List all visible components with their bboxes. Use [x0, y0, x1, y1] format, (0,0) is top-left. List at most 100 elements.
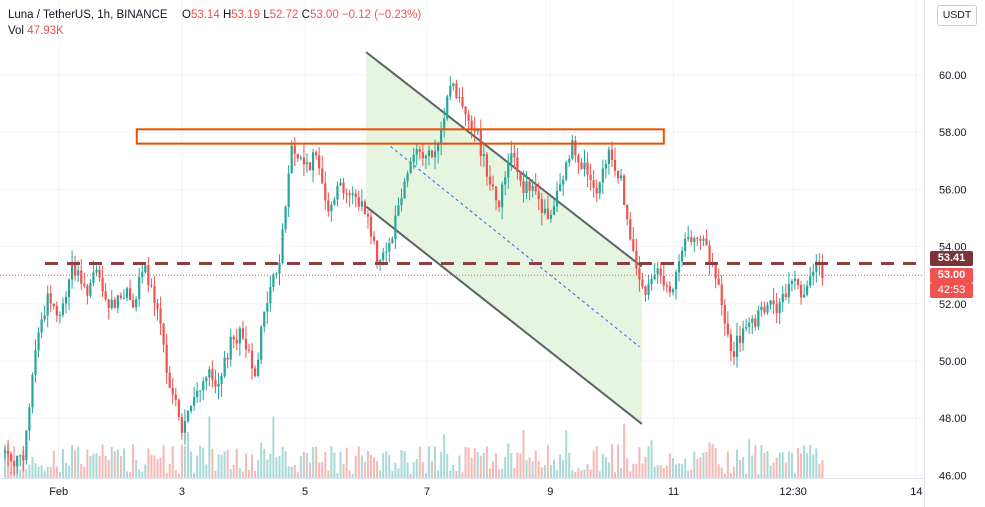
candle-body [49, 293, 52, 304]
candle-body [516, 157, 519, 172]
volume-bar [299, 456, 302, 478]
volume-bar [717, 464, 720, 478]
volume-bar [217, 454, 220, 478]
candle-body [632, 239, 635, 251]
candle-body [586, 162, 589, 175]
volume-bar [482, 452, 485, 478]
volume-bar [25, 469, 28, 478]
volume-bar [556, 469, 559, 478]
volume-bar [610, 444, 613, 478]
candle-body [128, 288, 132, 300]
volume-bar [427, 446, 430, 478]
candle-body [171, 387, 174, 395]
volume-bar [144, 464, 147, 478]
candle-body [720, 284, 723, 306]
candle-body [67, 279, 71, 298]
volume-bar [678, 463, 681, 478]
candle-body [534, 185, 537, 192]
volume-bar [736, 449, 738, 478]
y-tick-label: 58.00 [939, 127, 967, 139]
candle-body [22, 455, 25, 461]
candle-body [287, 173, 290, 207]
volume-bar [122, 448, 125, 478]
volume-bar [232, 465, 235, 478]
candle-body [220, 376, 223, 384]
candle-body [250, 350, 254, 369]
volume-bar [357, 446, 360, 478]
volume-bar [687, 470, 690, 478]
volume-bar [492, 461, 494, 478]
volume-bar [754, 444, 757, 478]
candle-body [799, 284, 803, 298]
volume-bar [449, 470, 452, 478]
volume-bar [321, 461, 324, 478]
volume-bar [467, 447, 470, 478]
candle-body [726, 323, 729, 335]
candle-body [735, 335, 739, 357]
volume-bar [604, 456, 607, 478]
volume-bar [562, 460, 565, 478]
volume-bar [549, 465, 552, 478]
candle-body [665, 285, 668, 287]
volume-bar [781, 452, 784, 478]
candle-body [199, 390, 202, 392]
candle-body [461, 97, 464, 107]
volume-bar [415, 458, 418, 478]
candle-body [25, 430, 28, 461]
volume-bar [205, 464, 208, 478]
volume-bar [202, 447, 205, 478]
volume-bar [241, 471, 244, 478]
volume-bar [193, 472, 196, 478]
volume-bar [150, 454, 153, 478]
volume-bar [580, 470, 583, 478]
currency-button[interactable]: USDT [937, 5, 977, 26]
volume-bar [803, 445, 806, 478]
volume-bar [742, 456, 745, 478]
volume-bar [336, 472, 339, 478]
volume-bar [406, 462, 409, 478]
candle-body [214, 379, 217, 387]
candle-body [101, 277, 104, 292]
volume-bar [656, 465, 659, 478]
candle-body [598, 182, 601, 194]
volume-bar [632, 463, 635, 478]
volume-bar [693, 451, 696, 478]
volume-bar [129, 472, 132, 478]
volume-bar [821, 460, 824, 478]
volume-bar [65, 463, 67, 478]
volume-bar [690, 469, 693, 478]
volume-bar [156, 459, 159, 478]
volume-bar [510, 452, 513, 478]
legend-change: −0.12 (−0.23%) [341, 9, 422, 21]
volume-bar [760, 445, 763, 478]
candle-body [433, 151, 437, 158]
volume-bar [119, 456, 122, 478]
candle-body [107, 299, 110, 309]
volume-bar [583, 469, 586, 478]
volume-bar [77, 446, 80, 478]
candle-body [723, 305, 726, 324]
volume-bar [211, 448, 214, 478]
candle-body [16, 456, 19, 467]
candle-body [64, 297, 68, 304]
volume-bar [696, 458, 699, 478]
candle-body [345, 193, 348, 195]
volume-bar [589, 469, 592, 478]
candle-body [92, 272, 95, 283]
candle-body [638, 268, 641, 280]
x-tick-label: 5 [302, 486, 308, 498]
descending-channel [365, 51, 643, 425]
volume-bar [421, 461, 424, 478]
volume-bar [601, 453, 604, 478]
candle-body [684, 238, 687, 251]
volume-bar [366, 450, 369, 478]
candle-body [223, 357, 226, 377]
candle-body [174, 394, 177, 400]
candle-body [226, 357, 229, 360]
volume-bar [409, 473, 412, 478]
volume-bar [302, 452, 305, 478]
volume-bar [424, 472, 427, 478]
candle-body [77, 270, 80, 276]
candle-body [610, 149, 614, 160]
